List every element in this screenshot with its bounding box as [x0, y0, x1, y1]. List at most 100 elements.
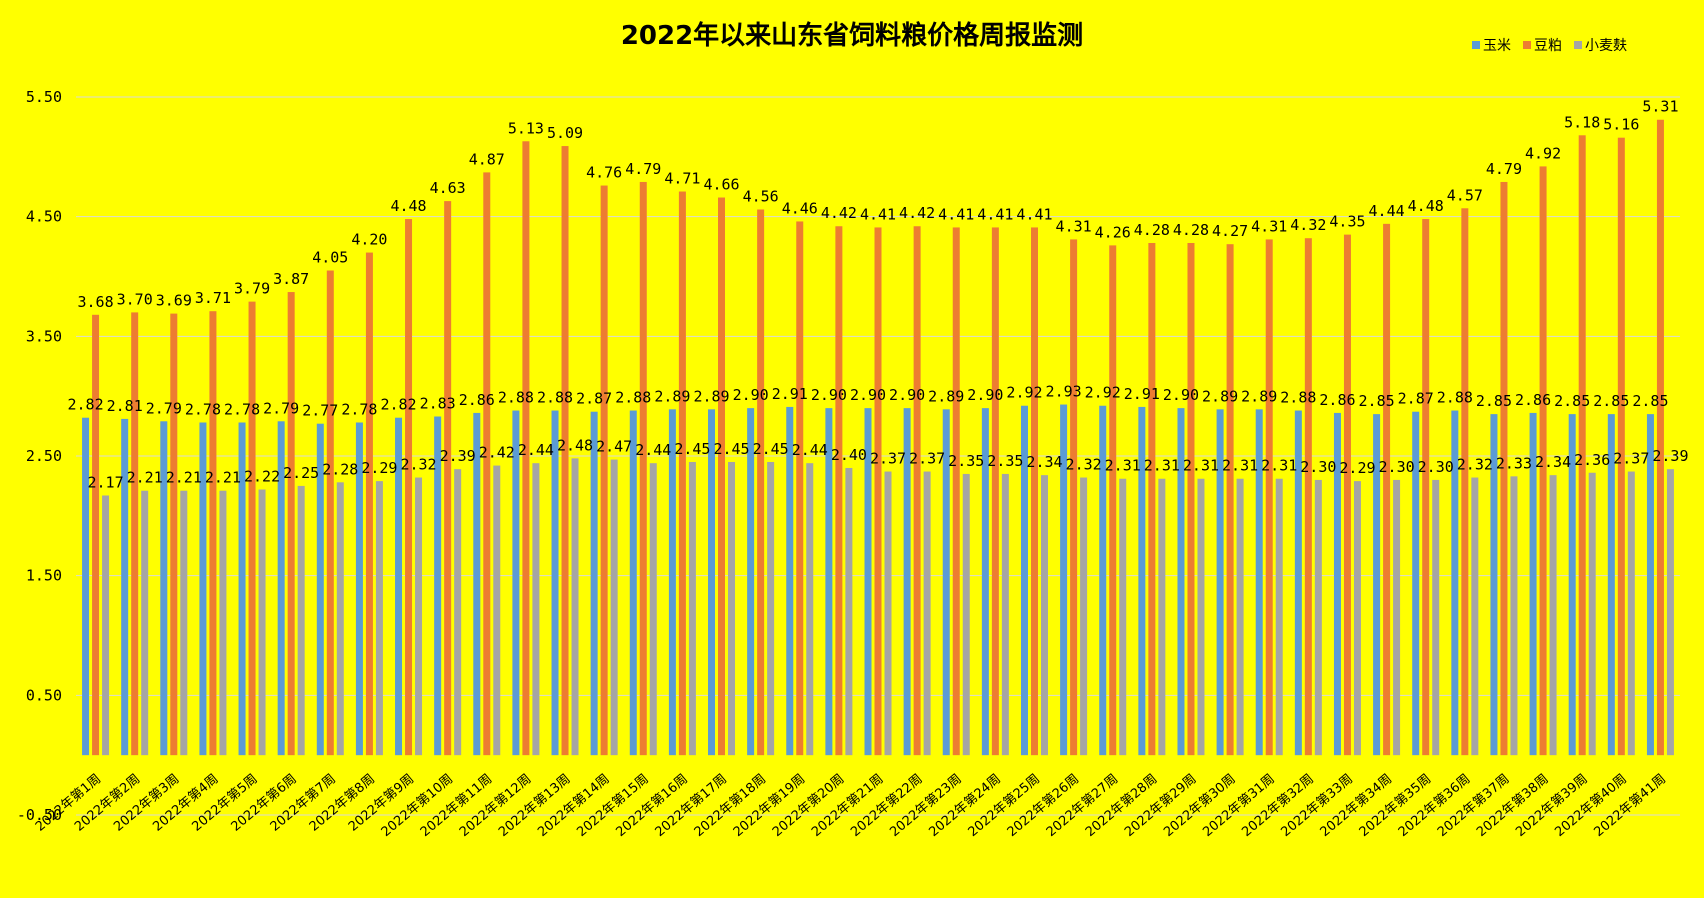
bar-corn — [160, 421, 168, 756]
bar-corn — [981, 408, 989, 756]
bar-soymeal — [92, 314, 100, 756]
bar-bran — [1197, 478, 1205, 756]
bar-corn — [1099, 405, 1107, 756]
data-label: 2.45 — [713, 440, 749, 458]
data-label: 2.79 — [146, 399, 182, 417]
bar-soymeal — [444, 201, 452, 756]
data-label: 3.71 — [195, 289, 231, 307]
bar-soymeal — [170, 313, 178, 756]
bar-bran — [493, 465, 501, 756]
data-label: 2.32 — [1457, 456, 1493, 474]
data-label: 2.91 — [772, 385, 808, 403]
bar-soymeal — [1539, 166, 1547, 756]
bar-bran — [1040, 475, 1048, 756]
legend-label: 豆粕 — [1534, 38, 1562, 54]
data-label: 2.21 — [205, 469, 241, 487]
bar-soymeal — [639, 181, 647, 756]
bar-corn — [238, 422, 246, 756]
data-label: 4.35 — [1329, 213, 1365, 231]
bar-corn — [1490, 414, 1498, 756]
data-label: 5.13 — [508, 119, 544, 137]
data-label: 2.86 — [459, 391, 495, 409]
bar-bran — [1080, 477, 1088, 756]
data-label: 4.41 — [977, 205, 1013, 223]
data-label: 2.21 — [127, 469, 163, 487]
bar-soymeal — [131, 312, 139, 756]
bar-bran — [1627, 471, 1635, 756]
bar-corn — [668, 409, 676, 756]
bar-bran — [375, 481, 383, 756]
data-label: 2.87 — [1398, 390, 1434, 408]
bar-corn — [825, 408, 833, 756]
bar-soymeal — [1070, 239, 1078, 756]
data-label: 2.86 — [1319, 391, 1355, 409]
data-label: 4.28 — [1134, 221, 1170, 239]
y-tick-label: 5.50 — [26, 88, 62, 106]
bar-corn — [473, 412, 481, 756]
data-label: 2.85 — [1359, 392, 1395, 410]
bar-soymeal — [209, 311, 217, 756]
bar-corn — [1020, 405, 1028, 756]
y-tick-label: 4.50 — [26, 208, 62, 226]
data-label: 4.48 — [1408, 197, 1444, 215]
data-label: 2.89 — [928, 387, 964, 405]
bar-bran — [571, 458, 579, 756]
y-tick-label: 1.50 — [26, 567, 62, 585]
bar-bran — [610, 459, 618, 756]
bar-bran — [1119, 478, 1127, 756]
bar-bran — [1393, 479, 1401, 756]
bar-bran — [1666, 469, 1674, 756]
data-label: 2.89 — [1202, 387, 1238, 405]
bar-bran — [688, 461, 696, 756]
data-label: 2.88 — [615, 389, 651, 407]
bar-bran — [649, 463, 657, 756]
data-label: 2.22 — [244, 468, 280, 486]
bar-soymeal — [991, 227, 999, 756]
bar-bran — [1510, 476, 1518, 756]
bar-corn — [1177, 408, 1185, 756]
chart-title: 2022年以来山东省饲料粮价格周报监测 — [621, 20, 1083, 51]
bar-corn — [551, 410, 559, 756]
data-label: 2.90 — [811, 386, 847, 404]
data-label: 4.44 — [1369, 202, 1405, 220]
bar-corn — [1568, 414, 1576, 756]
data-label: 4.28 — [1173, 221, 1209, 239]
bar-corn — [1607, 414, 1615, 756]
bar-soymeal — [287, 292, 295, 756]
data-label: 4.41 — [938, 205, 974, 223]
data-label: 2.90 — [850, 386, 886, 404]
bar-soymeal — [483, 172, 491, 756]
data-label: 2.25 — [283, 464, 319, 482]
bar-corn — [277, 421, 285, 756]
bar-corn — [786, 406, 794, 756]
bar-soymeal — [326, 270, 334, 756]
bar-corn — [355, 422, 363, 756]
data-label: 2.81 — [107, 397, 143, 415]
data-label: 4.92 — [1525, 144, 1561, 162]
data-label: 2.89 — [1241, 387, 1277, 405]
bar-corn — [512, 410, 520, 756]
data-label: 2.37 — [909, 450, 945, 468]
data-label: 3.69 — [156, 292, 192, 310]
data-label: 4.42 — [899, 204, 935, 222]
data-label: 2.85 — [1476, 392, 1512, 410]
data-label: 4.31 — [1056, 217, 1092, 235]
data-label: 4.79 — [625, 160, 661, 178]
bar-soymeal — [561, 146, 569, 756]
data-label: 2.21 — [166, 469, 202, 487]
bar-corn — [1451, 410, 1459, 756]
bar-corn — [1412, 411, 1420, 756]
y-axis-ticks: -0.50 0.50 1.50 2.50 3.50 4.50 5.50 — [17, 88, 62, 824]
bar-soymeal — [1656, 119, 1664, 756]
data-label: 2.85 — [1554, 392, 1590, 410]
data-label: 2.45 — [753, 440, 789, 458]
data-label: 4.57 — [1447, 186, 1483, 204]
data-label: 2.42 — [479, 444, 515, 462]
bar-soymeal — [718, 197, 726, 756]
legend-label: 玉米 — [1483, 38, 1511, 54]
data-label: 2.31 — [1183, 457, 1219, 475]
bar-corn — [942, 409, 950, 756]
bar-soymeal — [874, 227, 882, 756]
data-label: 4.42 — [821, 204, 857, 222]
